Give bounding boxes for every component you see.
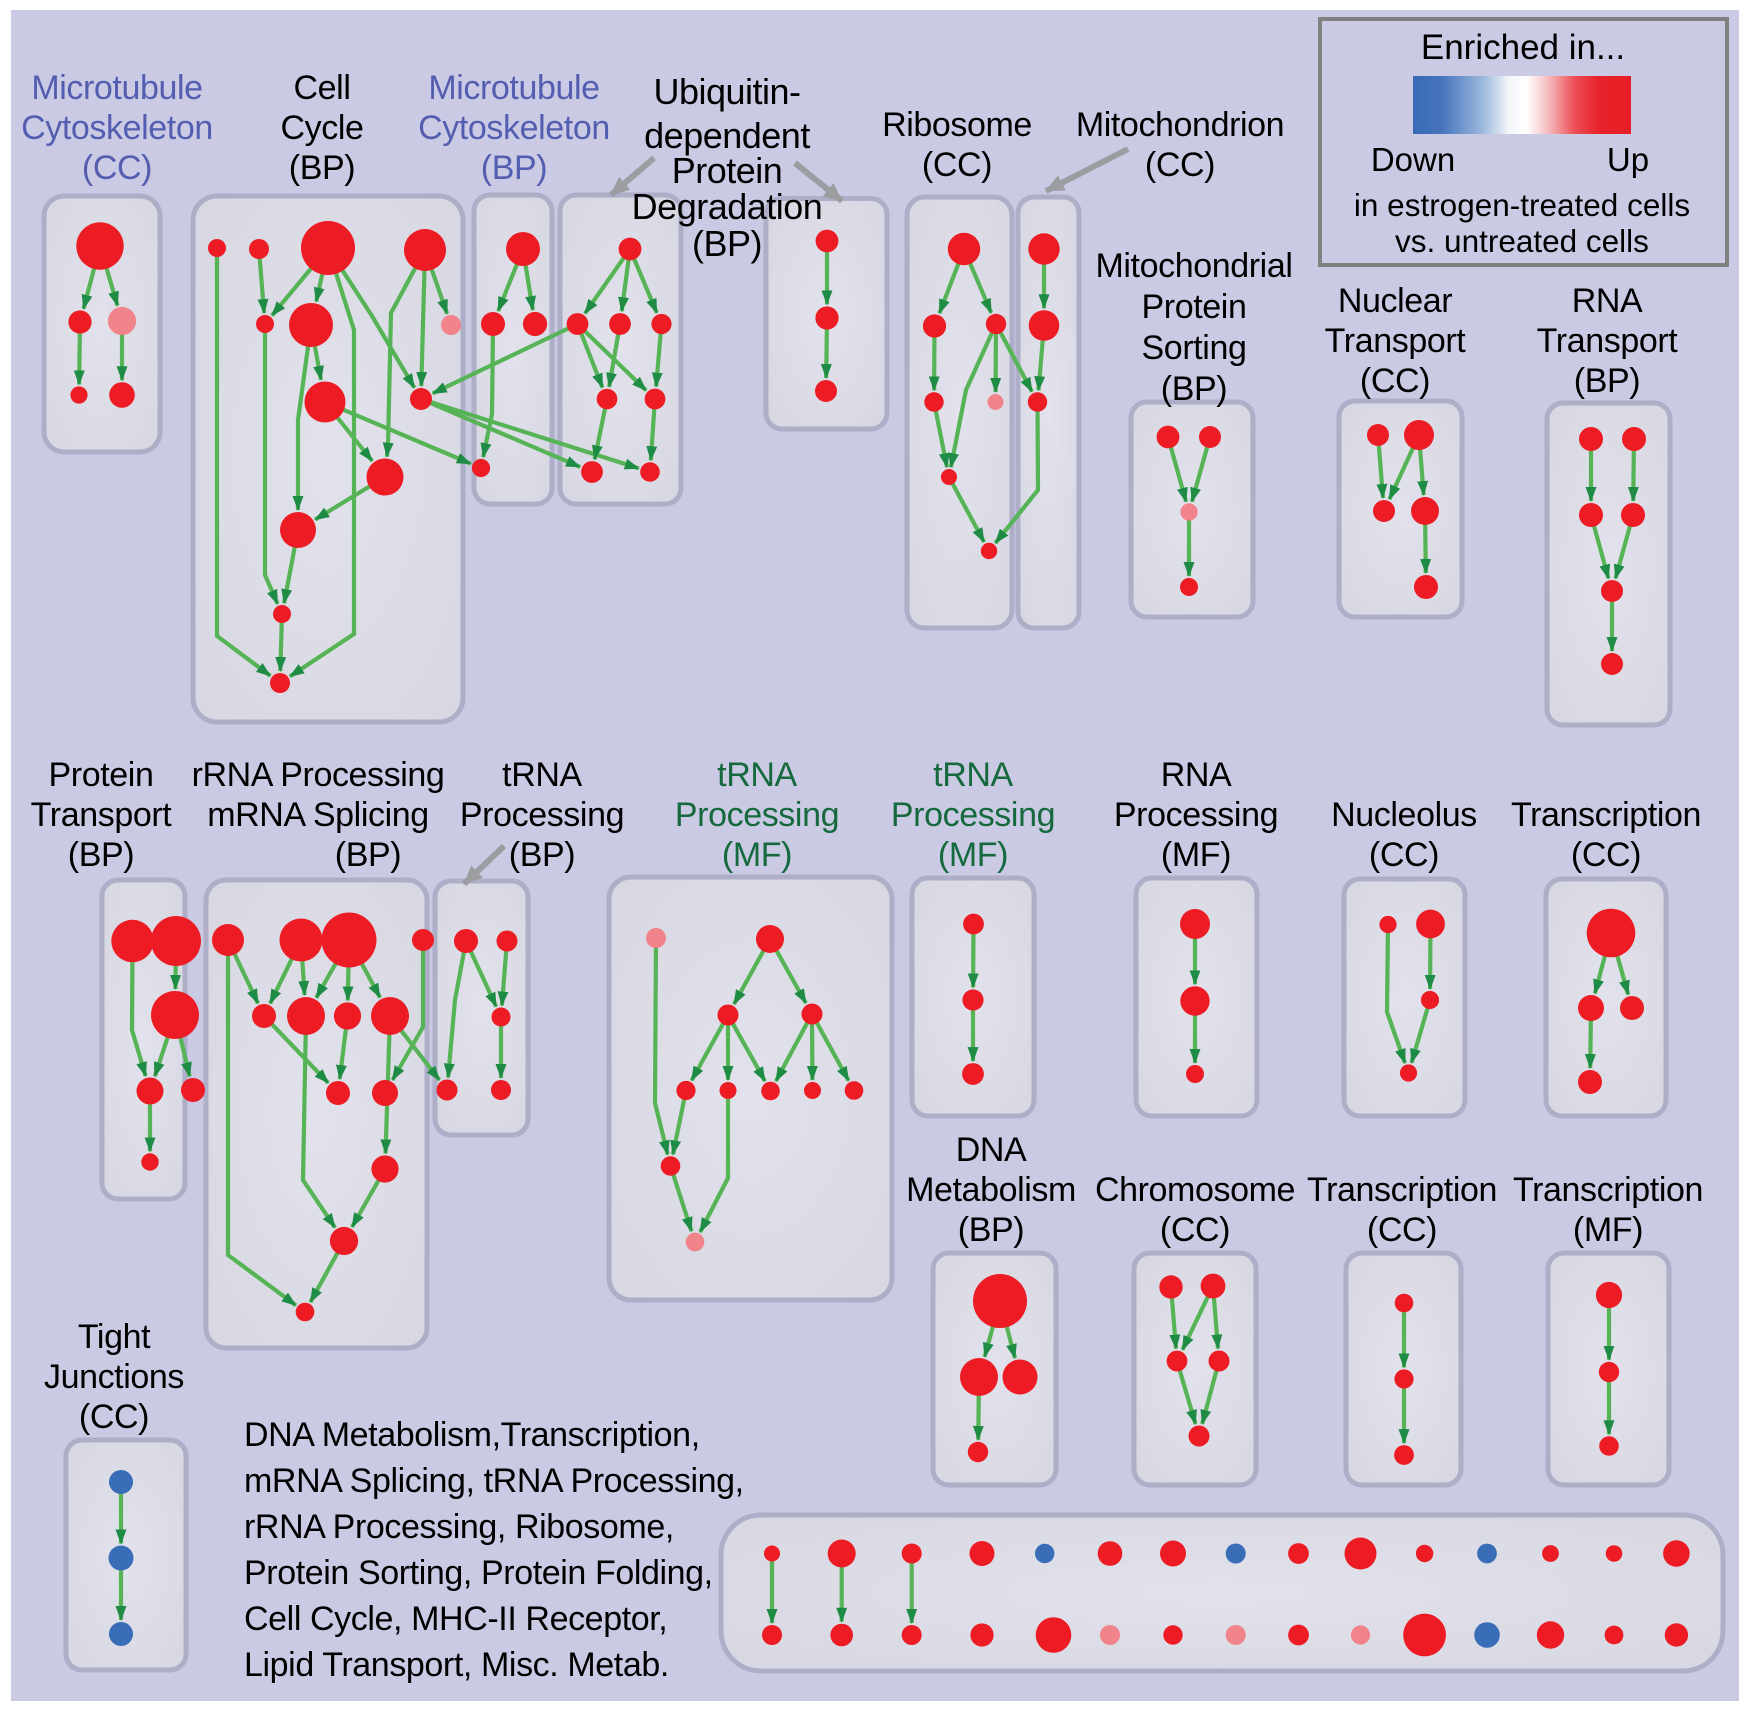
svg-text:Transcription(CC): Transcription (CC) bbox=[1511, 796, 1701, 874]
svg-text:(BP): (BP) bbox=[335, 836, 401, 874]
svg-text:Enriched in...: Enriched in... bbox=[1421, 28, 1625, 67]
svg-text:Down: Down bbox=[1371, 141, 1455, 178]
svg-text:Transcription(CC): Transcription (CC) bbox=[1307, 1171, 1497, 1249]
svg-text:Chromosome(CC): Chromosome (CC) bbox=[1095, 1171, 1295, 1249]
svg-text:vs. untreated cells: vs. untreated cells bbox=[1395, 223, 1649, 259]
svg-text:Ribosome(CC): Ribosome (CC) bbox=[882, 106, 1032, 184]
svg-text:Nucleolus(CC): Nucleolus (CC) bbox=[1331, 796, 1477, 874]
svg-text:Mitochondrion(CC): Mitochondrion (CC) bbox=[1076, 106, 1284, 184]
svg-text:Transcription(MF): Transcription (MF) bbox=[1513, 1171, 1703, 1249]
svg-text:Up: Up bbox=[1607, 141, 1649, 178]
svg-text:DNA Metabolism,Transcription,m: DNA Metabolism,Transcription, mRNA Splici… bbox=[244, 1416, 744, 1684]
svg-text:in estrogen-treated cells: in estrogen-treated cells bbox=[1354, 187, 1690, 223]
